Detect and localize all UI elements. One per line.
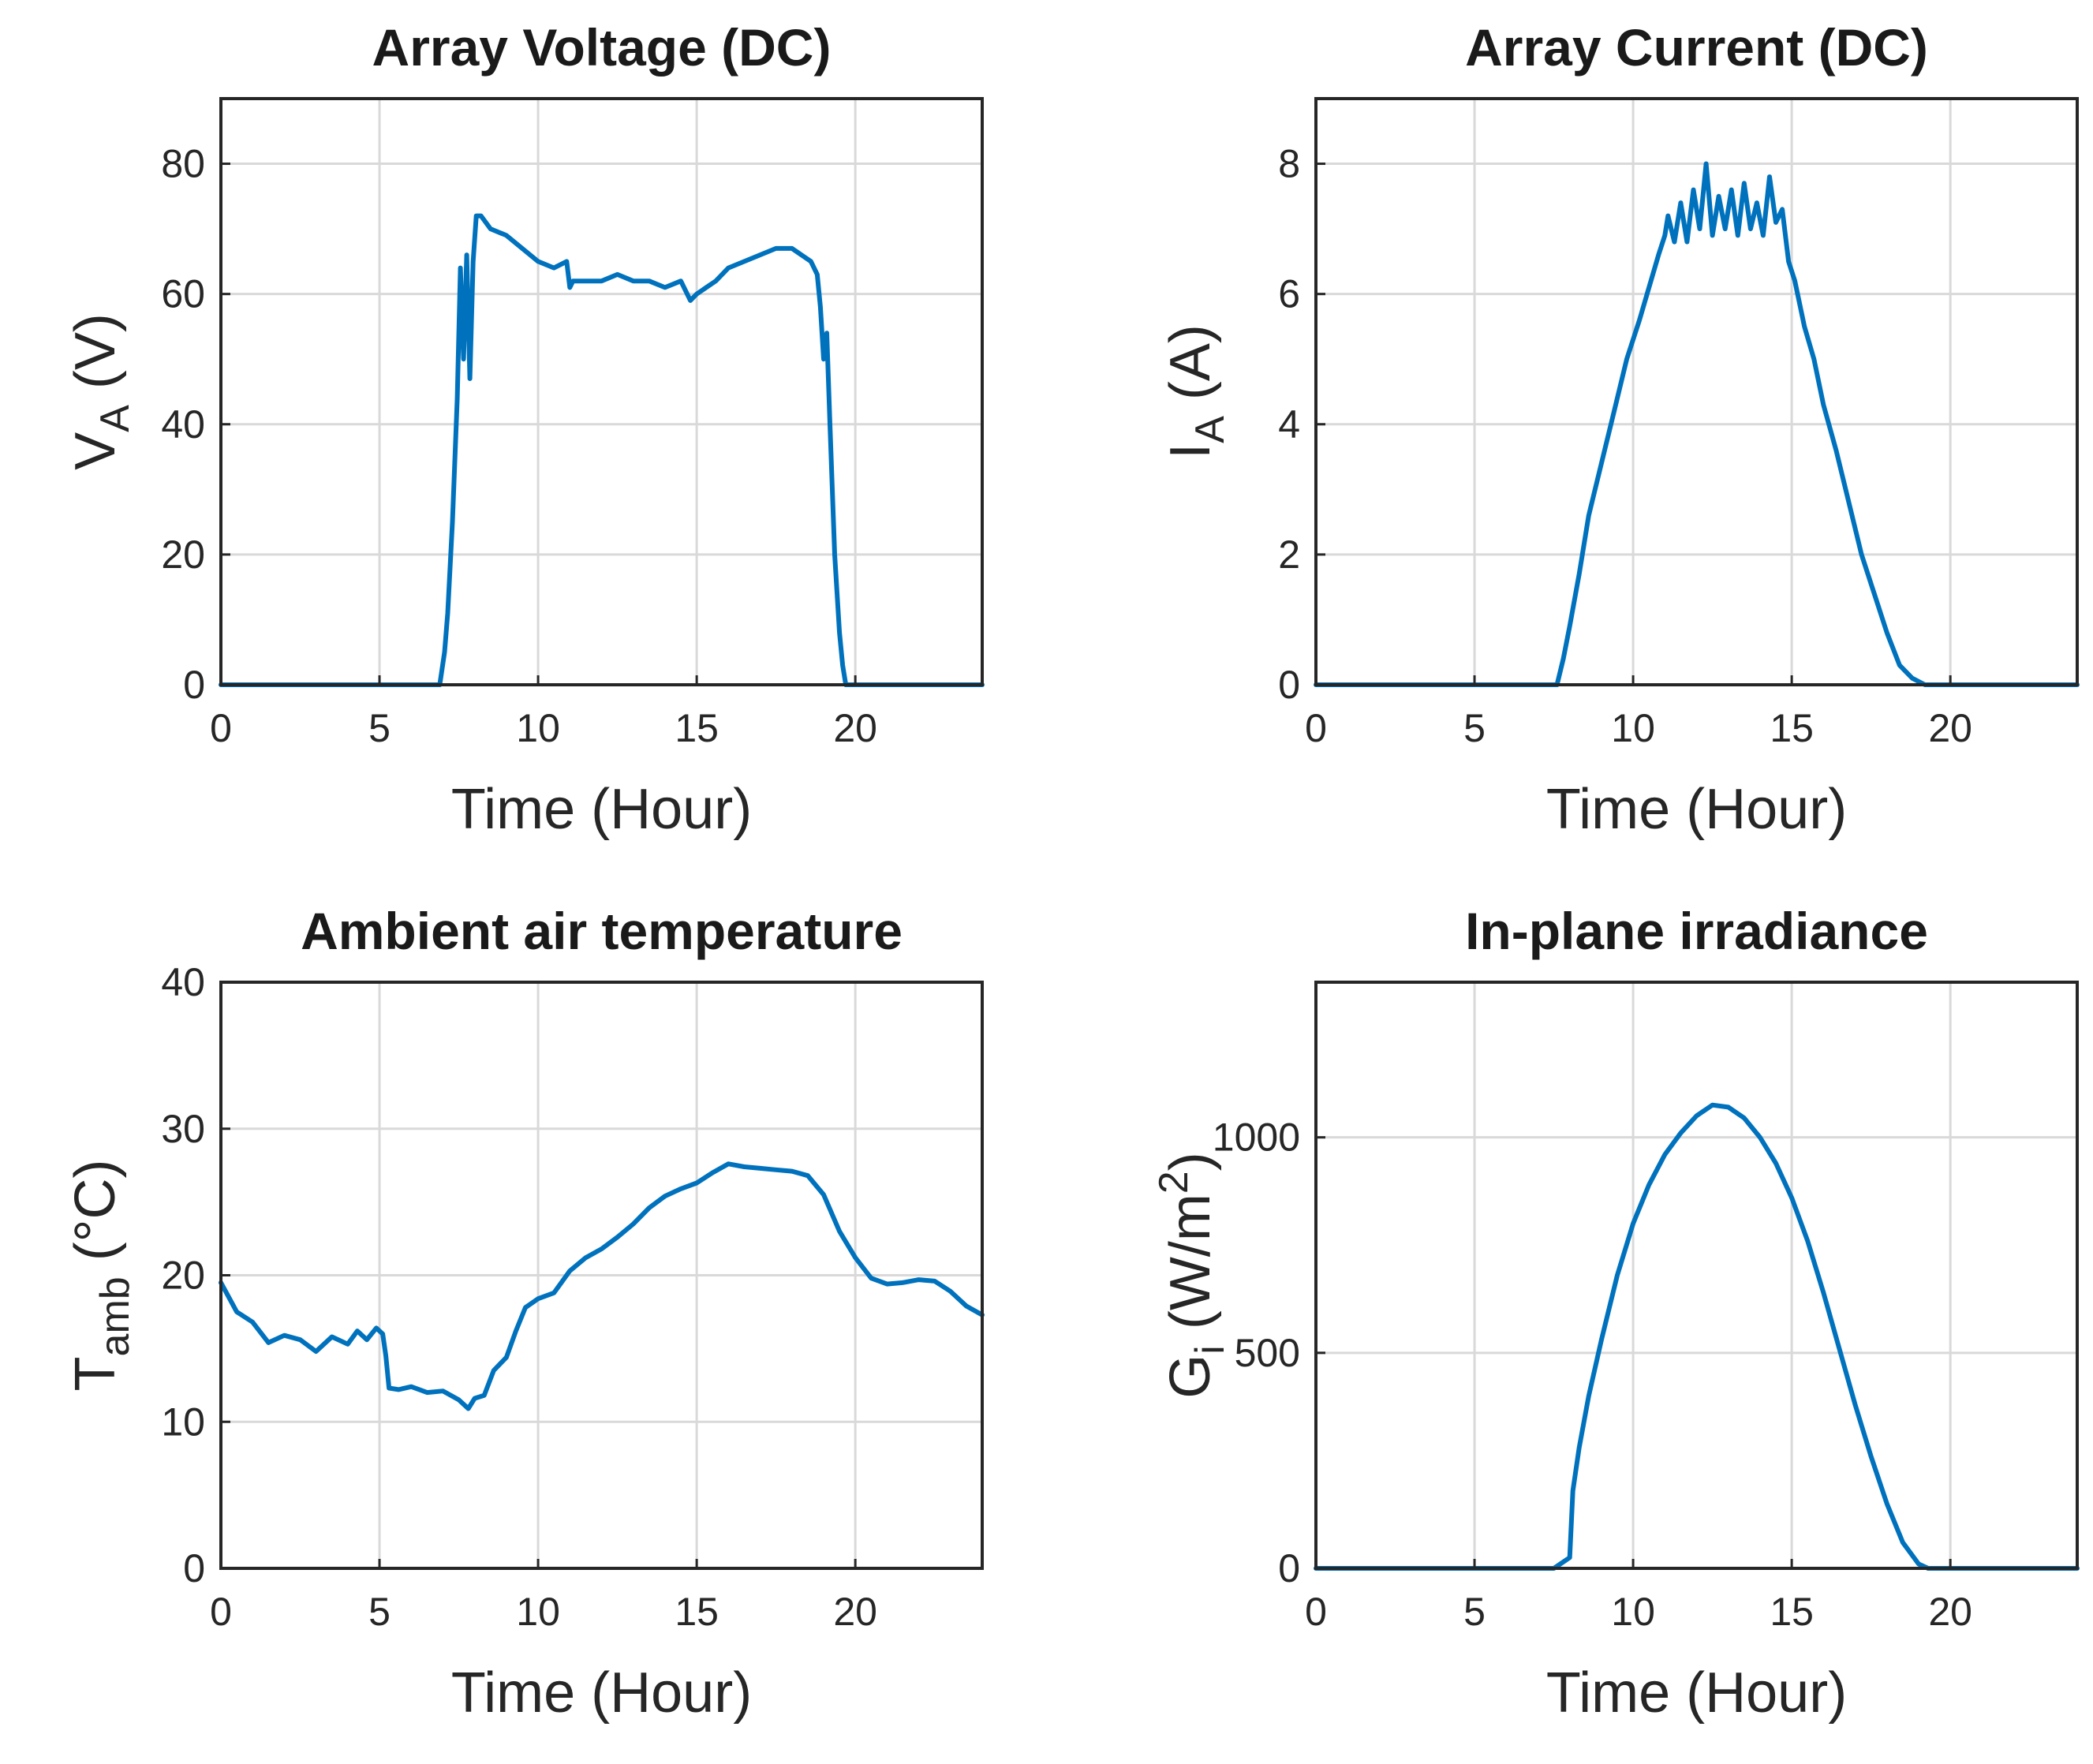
y-tick-label: 0 [1278,1546,1300,1590]
y-tick-label: 60 [161,272,205,316]
x-tick-label: 0 [210,1590,232,1634]
chart-title: Ambient air temperature [301,902,903,960]
y-tick-label: 6 [1278,272,1300,316]
x-axis-label: Time (Hour) [1546,1661,1847,1725]
y-tick-label: 20 [161,1254,205,1298]
series-line [1314,161,2080,687]
y-tick-label: 0 [1278,663,1300,707]
y-tick-label: 40 [161,960,205,1004]
x-tick-label: 5 [1463,706,1486,750]
y-tick-label: 500 [1235,1331,1300,1375]
x-tick-label: 20 [1928,1590,1972,1634]
y-tick-label: 10 [161,1400,205,1444]
x-axis-label: Time (Hour) [451,778,752,841]
x-tick-label: 15 [675,1590,719,1634]
axes-frame [1314,981,2079,1570]
x-tick-label: 0 [1305,1590,1327,1634]
chart-title: In-plane irradiance [1465,902,1928,960]
axes-frame [1314,97,2079,686]
y-tick-label: 40 [161,402,205,447]
y-tick-label: 20 [161,533,205,577]
y-tick-label: 0 [183,663,205,707]
panel-ambient-temperature: 0 5 10 15 20 0 10 20 30 40 Ambient air temperature… [64,902,985,1725]
x-tick-label: 20 [833,706,877,750]
y-axis-label: Gi (W/m2) [1151,1152,1233,1398]
panel-array-voltage: 0 5 10 15 20 0 20 40 60 80 Array Voltage (DC) Time … [64,18,985,841]
panel-inplane-irradiance: 0 5 10 15 20 0 500 1000 In-plane irradiance Time … [1151,902,2080,1725]
series-line [1314,1102,2080,1571]
axes-frame [219,97,984,686]
y-tick-label: 2 [1278,533,1300,577]
y-axis-label: VA (V) [64,313,138,470]
x-tick-label: 20 [833,1590,877,1634]
x-axis-label: Time (Hour) [451,1661,752,1725]
x-tick-label: 0 [210,706,232,750]
y-tick-label: 80 [161,142,205,186]
chart-title: Array Current (DC) [1465,18,1928,77]
x-tick-label: 10 [1611,706,1655,750]
x-tick-label: 10 [516,1590,560,1634]
y-axis-label: Tamb (°C) [64,1160,138,1392]
x-tick-label: 15 [1770,1590,1814,1634]
x-tick-label: 10 [1611,1590,1655,1634]
x-tick-label: 15 [1770,706,1814,750]
y-tick-label: 4 [1278,402,1300,447]
x-tick-label: 0 [1305,706,1327,750]
y-axis-label: IA (A) [1159,324,1233,459]
chart-title: Array Voltage (DC) [372,18,832,77]
x-tick-label: 10 [516,706,560,750]
x-tick-label: 20 [1928,706,1972,750]
panel-array-current: 0 5 10 15 20 0 2 4 6 8 Array Current (DC) Time (Hou… [1159,18,2080,841]
y-tick-label: 1000 [1213,1116,1300,1160]
x-tick-label: 5 [368,1590,391,1634]
y-tick-label: 0 [183,1546,205,1590]
x-tick-label: 15 [675,706,719,750]
x-tick-label: 5 [368,706,391,750]
series-line [219,1161,985,1411]
y-tick-label: 8 [1278,142,1300,186]
y-tick-label: 30 [161,1107,205,1151]
series-line [219,213,985,687]
x-axis-label: Time (Hour) [1546,778,1847,841]
x-tick-label: 5 [1463,1590,1486,1634]
